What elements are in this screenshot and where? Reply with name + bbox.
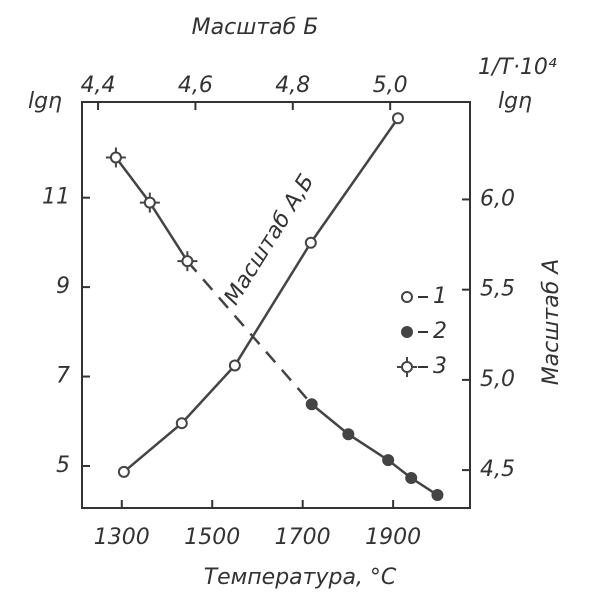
series-line <box>310 403 439 497</box>
y2-label: lgη <box>498 89 532 114</box>
x-tick-label: 1900 <box>365 525 421 550</box>
x2-tick-label: 5,0 <box>373 73 408 98</box>
y-tick-label: 5 <box>56 453 70 478</box>
x2-title: Масштаб Б <box>192 15 319 40</box>
legend-marker <box>401 326 413 338</box>
plot-frame <box>81 101 471 509</box>
trend-dashed <box>186 260 313 406</box>
legend-label: 2 <box>433 319 447 344</box>
line-annotation: Масштаб А,Б <box>220 170 320 309</box>
y2-tick-label: 6,0 <box>480 186 515 211</box>
marker <box>181 255 194 268</box>
marker <box>305 398 318 411</box>
x2-tick-label: 4,6 <box>178 73 213 98</box>
x2-tick-label: 4,4 <box>81 73 116 98</box>
marker <box>405 472 418 485</box>
marker <box>431 489 444 502</box>
marker <box>228 359 241 372</box>
marker <box>117 465 130 478</box>
marker <box>143 196 156 209</box>
x-tick-label: 1500 <box>184 525 240 550</box>
series-line <box>123 117 399 473</box>
x2-tick-label: 4,8 <box>275 73 310 98</box>
y2-tick-label: 5,5 <box>480 277 515 302</box>
legend-label: 3 <box>433 354 447 379</box>
y2-tick-label: 5,0 <box>480 367 515 392</box>
marker <box>175 417 188 430</box>
marker <box>109 151 122 164</box>
y-tick-label: 7 <box>56 364 70 389</box>
series-line <box>114 156 189 262</box>
y-tick-label: 11 <box>42 185 70 210</box>
x-label: Температура, °C <box>204 565 397 590</box>
y-tick-label: 9 <box>56 274 70 299</box>
x-tick-label: 1300 <box>94 525 150 550</box>
x2-label: 1/T·10⁴ <box>478 55 557 80</box>
marker <box>382 454 395 467</box>
marker <box>304 236 317 249</box>
y2-title: Масштаб А <box>539 259 564 386</box>
marker <box>391 112 404 125</box>
y2-tick-label: 4,5 <box>480 457 515 482</box>
x-tick-label: 1700 <box>275 525 331 550</box>
marker <box>342 428 355 441</box>
legend-marker <box>401 361 413 373</box>
legend-label: 1 <box>433 284 447 309</box>
legend-marker <box>401 291 413 303</box>
y-label: lgη <box>28 89 62 114</box>
